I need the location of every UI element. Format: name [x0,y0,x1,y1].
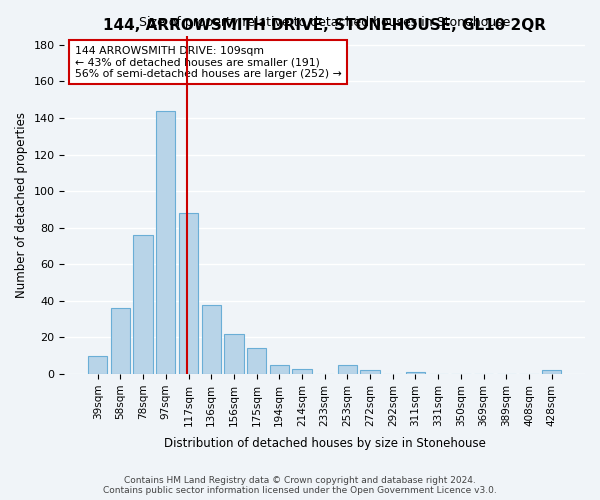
Bar [88,356,107,374]
Bar [111,308,130,374]
Title: 144, ARROWSMITH DRIVE, STONEHOUSE, GL10 2QR: 144, ARROWSMITH DRIVE, STONEHOUSE, GL10 … [103,18,546,33]
Bar [406,372,425,374]
Bar [179,213,198,374]
Bar [247,348,266,374]
Bar [361,370,380,374]
Bar [224,334,244,374]
Bar [292,368,311,374]
Text: Size of property relative to detached houses in Stonehouse: Size of property relative to detached ho… [139,16,511,29]
Y-axis label: Number of detached properties: Number of detached properties [15,112,28,298]
Bar [338,365,357,374]
Text: Contains HM Land Registry data © Crown copyright and database right 2024.
Contai: Contains HM Land Registry data © Crown c… [103,476,497,495]
Bar [202,304,221,374]
Bar [133,235,153,374]
Bar [269,365,289,374]
Bar [156,110,175,374]
Text: 144 ARROWSMITH DRIVE: 109sqm
← 43% of detached houses are smaller (191)
56% of s: 144 ARROWSMITH DRIVE: 109sqm ← 43% of de… [75,46,341,79]
X-axis label: Distribution of detached houses by size in Stonehouse: Distribution of detached houses by size … [164,437,485,450]
Bar [542,370,562,374]
